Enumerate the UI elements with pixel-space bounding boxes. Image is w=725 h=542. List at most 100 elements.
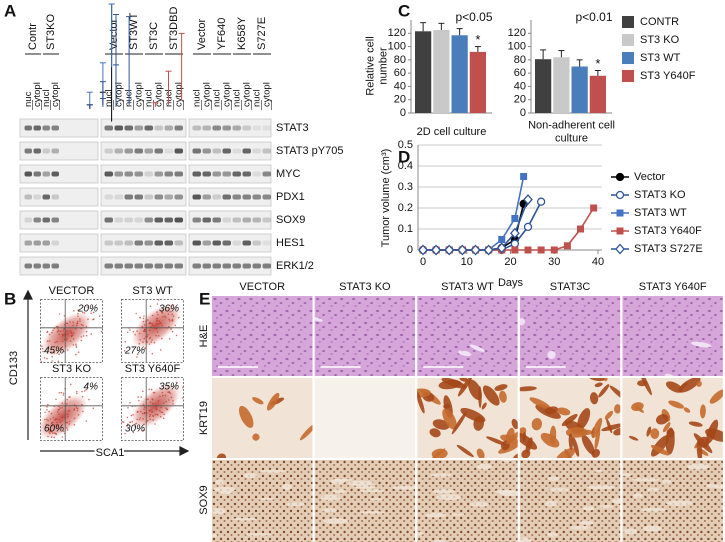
flow-event bbox=[171, 330, 174, 333]
flow-event bbox=[159, 322, 161, 324]
flow-event bbox=[139, 440, 140, 441]
stain bbox=[299, 422, 313, 441]
blot-band bbox=[212, 148, 221, 154]
legend-swatch bbox=[622, 34, 634, 46]
blot-band bbox=[42, 171, 50, 177]
stain bbox=[577, 408, 591, 430]
flow-event bbox=[149, 321, 151, 324]
flow-event bbox=[162, 394, 164, 397]
flow-event bbox=[178, 294, 180, 296]
flow-event bbox=[47, 435, 49, 438]
flow-event bbox=[47, 403, 49, 406]
stroma bbox=[547, 476, 560, 481]
y-tick-label: 20 bbox=[394, 94, 406, 106]
stroma bbox=[359, 511, 385, 514]
flow-event bbox=[148, 415, 151, 418]
blot-band bbox=[164, 194, 173, 200]
panel-label: C bbox=[398, 1, 410, 20]
flow-event bbox=[56, 418, 58, 420]
blot-band bbox=[42, 217, 50, 223]
flow-event bbox=[77, 309, 79, 311]
blot-strip bbox=[100, 141, 187, 161]
flow-event bbox=[156, 408, 158, 411]
flow-event bbox=[189, 322, 191, 324]
blot-band bbox=[242, 125, 251, 131]
flow-event bbox=[147, 398, 149, 400]
y-axis-label: Tumor volume (cm³) bbox=[380, 149, 392, 248]
blot-band bbox=[174, 171, 183, 177]
blot-band bbox=[124, 240, 133, 246]
lane-label: Vector bbox=[108, 18, 120, 50]
flow-event bbox=[159, 415, 162, 418]
point bbox=[444, 244, 455, 256]
flow-event bbox=[76, 409, 79, 412]
legend-label: STAT3 Y640F bbox=[634, 225, 702, 237]
stain bbox=[634, 405, 644, 413]
flow-event bbox=[135, 422, 138, 425]
flow-event bbox=[152, 414, 154, 417]
stain bbox=[581, 434, 595, 455]
point bbox=[511, 215, 519, 222]
y-tick-label: 0 bbox=[520, 107, 526, 119]
p-value: p<0.01 bbox=[575, 10, 612, 24]
blot-band bbox=[42, 194, 50, 200]
flow-event bbox=[82, 410, 84, 413]
blot-band bbox=[104, 240, 113, 246]
blot-band bbox=[252, 125, 261, 131]
y-tick-label: 0.5 bbox=[398, 139, 413, 151]
flow-event bbox=[56, 340, 58, 343]
lumen bbox=[531, 264, 539, 273]
flow-event bbox=[62, 329, 65, 332]
flow-event bbox=[62, 394, 65, 396]
flow-event bbox=[61, 436, 64, 438]
blot-band bbox=[232, 171, 241, 177]
flow-event bbox=[51, 360, 53, 362]
flow-event bbox=[119, 420, 121, 422]
flow-event bbox=[68, 396, 70, 398]
flow-title: ST3 WT bbox=[132, 285, 173, 297]
fraction-label: nucl bbox=[144, 90, 155, 107]
flow-event bbox=[50, 436, 53, 438]
flow-event bbox=[92, 407, 95, 409]
blot-band bbox=[124, 194, 133, 200]
flow-event bbox=[66, 330, 68, 332]
blot-band bbox=[33, 171, 41, 177]
stain bbox=[601, 423, 621, 432]
flow-plot bbox=[121, 294, 191, 363]
flow-event bbox=[143, 429, 146, 431]
flow-event bbox=[66, 429, 69, 431]
stroma bbox=[323, 518, 349, 524]
lumen bbox=[314, 316, 323, 322]
blot-band bbox=[24, 263, 32, 269]
flow-event bbox=[57, 329, 59, 331]
blot-band bbox=[24, 240, 32, 246]
stroma bbox=[547, 532, 558, 537]
flow-event bbox=[161, 324, 164, 327]
blot-strip bbox=[19, 233, 99, 253]
flow-event bbox=[143, 423, 145, 425]
stroma bbox=[501, 460, 513, 462]
flow-event bbox=[129, 421, 131, 424]
flow-axes bbox=[23, 289, 190, 456]
flow-event bbox=[171, 318, 174, 321]
stain bbox=[650, 435, 670, 457]
flow-event bbox=[75, 343, 77, 346]
flow-event bbox=[153, 341, 156, 344]
quadrant-percent: 35% bbox=[159, 382, 179, 393]
stroma bbox=[259, 469, 287, 473]
blot-band bbox=[262, 171, 271, 177]
blot-band bbox=[144, 240, 153, 246]
stain bbox=[678, 378, 701, 393]
x-tick-label: 10 bbox=[461, 256, 473, 268]
flow-event bbox=[157, 335, 160, 337]
flow-event bbox=[157, 313, 159, 316]
blot-band bbox=[252, 194, 261, 200]
quadrant-percent: 20% bbox=[77, 304, 98, 315]
y-tick-label: 80 bbox=[394, 54, 406, 66]
flow-event bbox=[172, 400, 174, 402]
flow-event bbox=[76, 407, 79, 410]
blot-band bbox=[33, 125, 41, 131]
flow-event bbox=[130, 414, 133, 417]
flow-event bbox=[169, 311, 171, 313]
stain bbox=[456, 444, 474, 458]
